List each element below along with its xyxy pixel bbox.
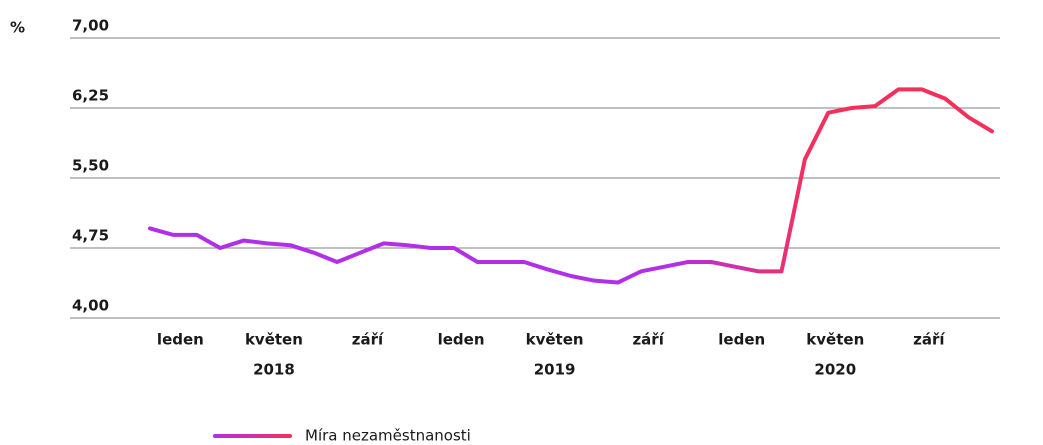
x-tick-label: květen [245, 331, 303, 349]
x-group-label: 2018 [253, 361, 295, 379]
x-tick-label: květen [526, 331, 584, 349]
y-tick-label: 4,00 [72, 297, 109, 315]
y-tick-label: 7,00 [72, 17, 109, 35]
x-group-label: 2019 [534, 361, 576, 379]
legend-label: Míra nezaměstnanosti [305, 427, 471, 445]
x-tick-label: leden [438, 331, 485, 349]
x-tick-label: září [632, 331, 664, 349]
x-group-label: 2020 [814, 361, 856, 379]
x-tick-label: květen [806, 331, 864, 349]
x-tick-label: září [352, 331, 384, 349]
y-tick-label: 4,75 [72, 227, 109, 245]
y-tick-label: 5,50 [72, 157, 109, 175]
y-unit: % [10, 19, 25, 37]
y-tick-label: 6,25 [72, 87, 109, 105]
x-tick-label: leden [157, 331, 204, 349]
x-tick-label: leden [718, 331, 765, 349]
x-tick-label: září [913, 331, 945, 349]
line-series [148, 87, 994, 285]
